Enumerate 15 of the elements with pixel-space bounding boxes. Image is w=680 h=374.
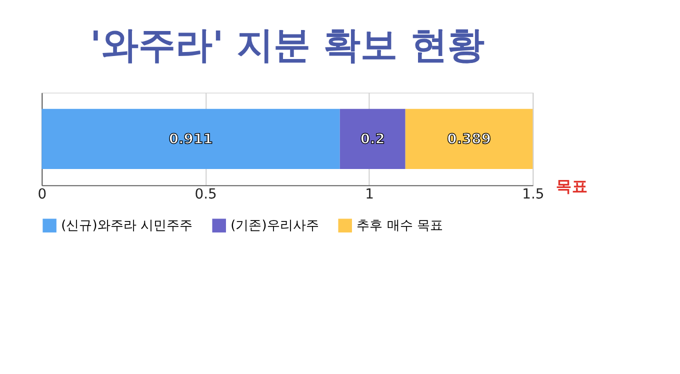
data-label: 0.911 (168, 132, 213, 148)
x-tick-label: 1 (365, 186, 374, 203)
x-tick-label: 1.5 (522, 186, 544, 203)
bar (340, 108, 406, 170)
x-tick-label: 0.5 (194, 186, 217, 203)
data-label: 0.389 (447, 132, 491, 148)
bar (42, 108, 340, 170)
chart-title: '와주라' 지분 확보 현황 (90, 23, 484, 66)
text: 목표 (556, 176, 588, 196)
x-tick-label: 0 (38, 186, 47, 203)
legend-label: (기존)우리사주 (230, 218, 319, 234)
data-label: 0.2 (360, 132, 385, 148)
legend-label: 추후 매수 목표 (356, 218, 443, 234)
bar (405, 108, 533, 170)
legend-label: (신규)와주라 시민주주 (61, 218, 192, 234)
